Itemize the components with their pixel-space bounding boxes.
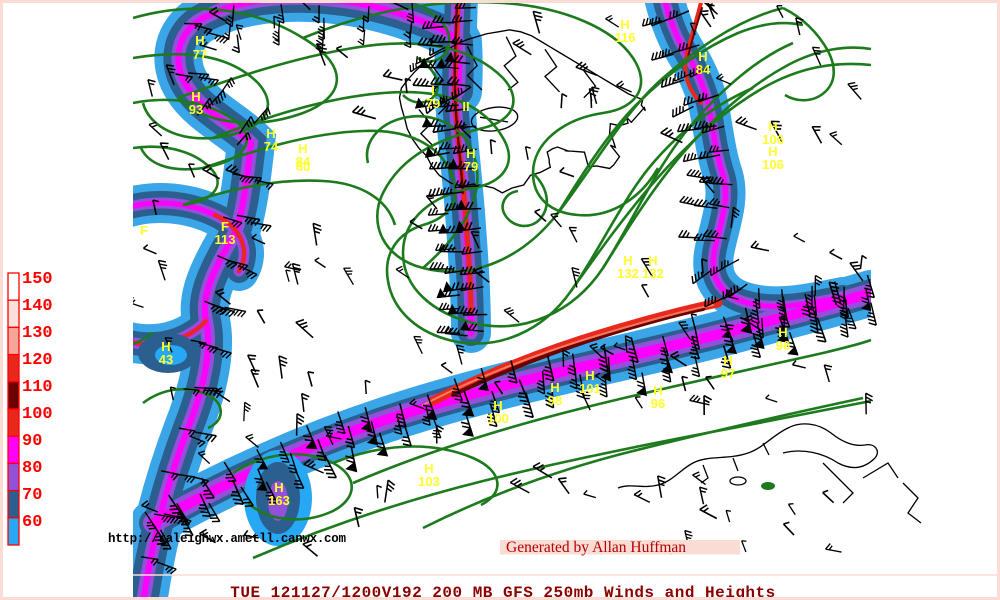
svg-text:TUE 121127/1200V192 200 MB GF: TUE 121127/1200V192 200 MB GFS 250mb Win… bbox=[230, 584, 775, 600]
svg-text:79: 79 bbox=[426, 96, 440, 111]
svg-text:132: 132 bbox=[617, 266, 639, 281]
svg-text:106: 106 bbox=[762, 157, 784, 172]
svg-text:113: 113 bbox=[215, 232, 236, 247]
svg-text:90: 90 bbox=[22, 432, 42, 451]
svg-text:43: 43 bbox=[159, 352, 173, 367]
svg-text:60: 60 bbox=[296, 159, 310, 174]
svg-text:96: 96 bbox=[651, 396, 665, 411]
svg-text:60: 60 bbox=[22, 513, 42, 532]
svg-text:Generated by Allan Huffman: Generated by Allan Huffman bbox=[506, 539, 686, 556]
svg-text:F: F bbox=[140, 223, 148, 238]
svg-text:70: 70 bbox=[22, 486, 42, 505]
svg-text:150: 150 bbox=[22, 270, 53, 289]
svg-text:96: 96 bbox=[776, 338, 790, 353]
svg-text:98: 98 bbox=[548, 393, 562, 408]
svg-text:132: 132 bbox=[642, 266, 664, 281]
svg-text:77: 77 bbox=[193, 47, 207, 62]
svg-text:93: 93 bbox=[189, 102, 203, 117]
svg-text:110: 110 bbox=[22, 378, 53, 397]
svg-text:http://raleighwx.ametll.canwx.: http://raleighwx.ametll.canwx.com bbox=[108, 532, 346, 546]
svg-text:163: 163 bbox=[268, 493, 290, 508]
svg-text:120: 120 bbox=[22, 351, 53, 370]
svg-text:103: 103 bbox=[418, 474, 440, 489]
svg-text:H: H bbox=[195, 33, 204, 48]
svg-text:84: 84 bbox=[696, 62, 711, 77]
svg-text:100: 100 bbox=[22, 405, 53, 424]
svg-text:140: 140 bbox=[22, 297, 53, 316]
svg-text:130: 130 bbox=[22, 324, 53, 343]
svg-text:100: 100 bbox=[487, 411, 509, 426]
svg-text:79: 79 bbox=[464, 159, 478, 174]
svg-text:101: 101 bbox=[579, 381, 601, 396]
svg-text:74: 74 bbox=[264, 139, 279, 154]
svg-text:II: II bbox=[462, 99, 469, 114]
svg-text:116: 116 bbox=[615, 30, 636, 45]
svg-text:80: 80 bbox=[22, 459, 42, 478]
svg-text:97: 97 bbox=[721, 366, 735, 381]
